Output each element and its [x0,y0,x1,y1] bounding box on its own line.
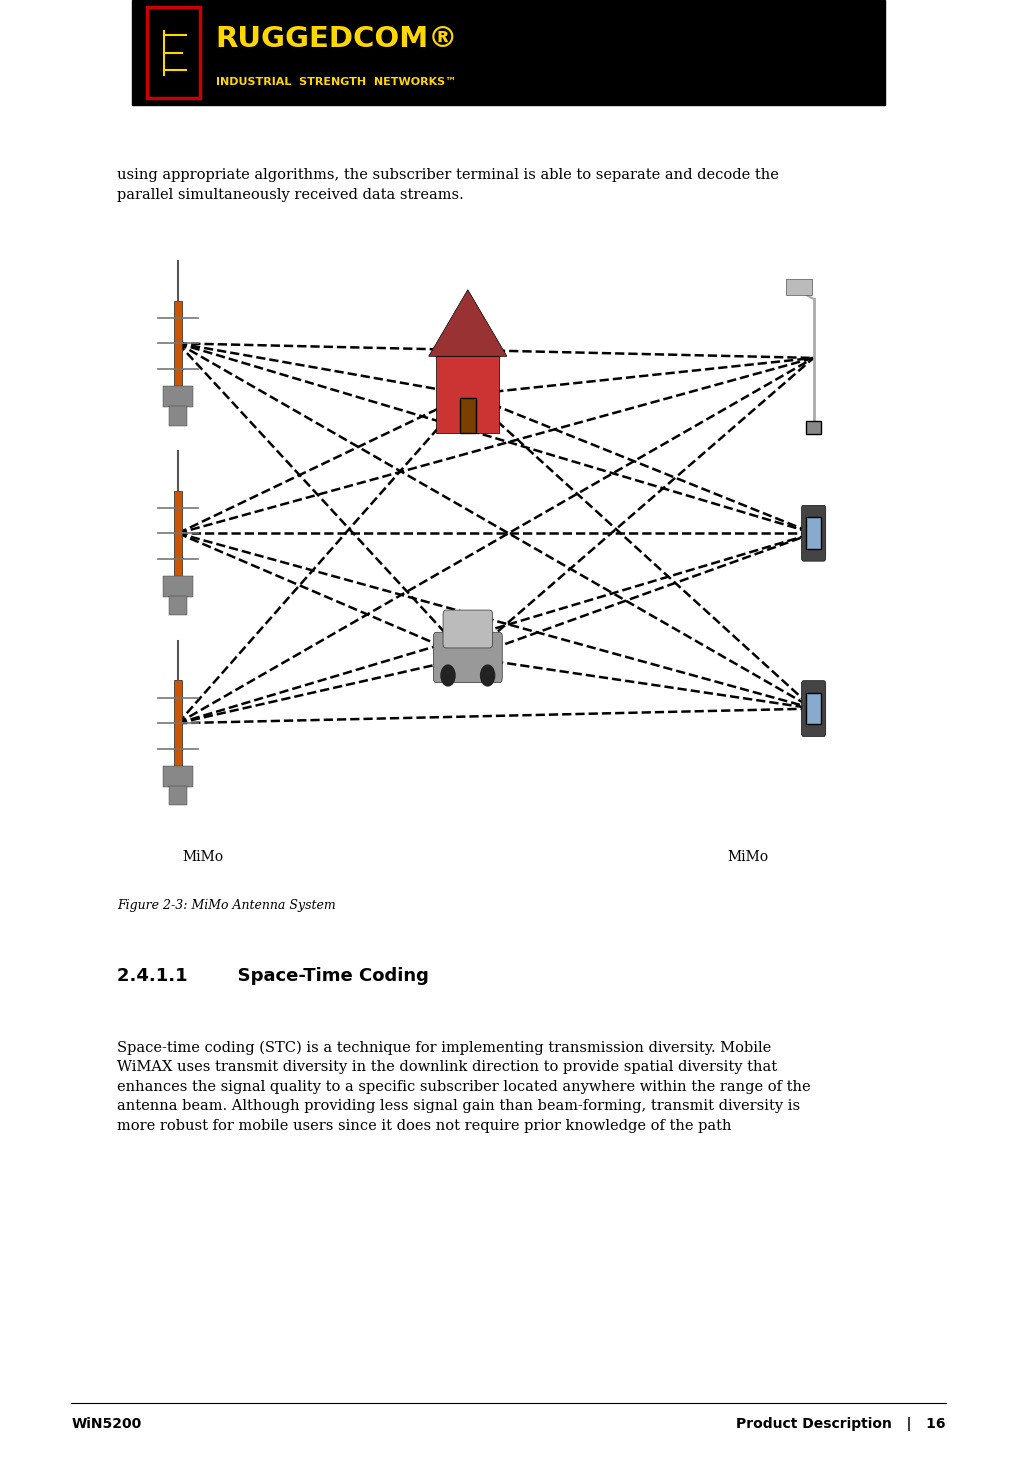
FancyBboxPatch shape [786,279,812,295]
FancyBboxPatch shape [164,386,192,408]
FancyBboxPatch shape [806,517,821,549]
Circle shape [480,665,495,687]
Text: Space-time coding (STC) is a technique for implementing transmission diversity. : Space-time coding (STC) is a technique f… [117,1040,811,1132]
FancyBboxPatch shape [174,301,182,386]
FancyBboxPatch shape [806,421,821,434]
FancyBboxPatch shape [174,681,182,766]
FancyBboxPatch shape [801,681,826,736]
FancyBboxPatch shape [436,356,499,432]
FancyBboxPatch shape [169,406,187,425]
FancyBboxPatch shape [174,491,182,576]
Text: using appropriate algorithms, the subscriber terminal is able to separate and de: using appropriate algorithms, the subscr… [117,168,779,202]
FancyBboxPatch shape [443,611,492,649]
Text: MiMo: MiMo [727,850,768,865]
Text: 2.4.1.1        Space-Time Coding: 2.4.1.1 Space-Time Coding [117,967,429,985]
FancyBboxPatch shape [164,766,192,787]
FancyBboxPatch shape [433,633,502,682]
FancyBboxPatch shape [169,786,187,805]
FancyBboxPatch shape [132,0,885,105]
Text: WiN5200: WiN5200 [71,1417,141,1432]
FancyBboxPatch shape [164,576,192,598]
Circle shape [440,665,456,687]
Text: INDUSTRIAL  STRENGTH  NETWORKS™: INDUSTRIAL STRENGTH NETWORKS™ [216,77,456,88]
Text: RUGGEDCOM®: RUGGEDCOM® [216,25,458,53]
Text: Product Description   |   16: Product Description | 16 [736,1417,946,1432]
FancyBboxPatch shape [169,596,187,615]
Polygon shape [429,289,506,356]
FancyBboxPatch shape [806,693,821,725]
FancyBboxPatch shape [460,397,476,432]
Text: MiMo: MiMo [183,850,224,865]
Text: Figure 2-3: MiMo Antenna System: Figure 2-3: MiMo Antenna System [117,899,336,912]
FancyBboxPatch shape [801,506,826,561]
